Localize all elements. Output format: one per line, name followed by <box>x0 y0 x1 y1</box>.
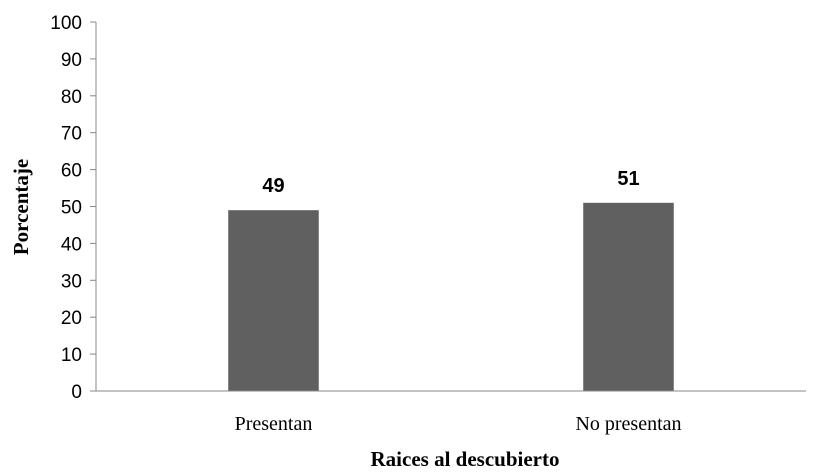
x-tick-label: Presentan <box>235 413 313 435</box>
y-tick-label: 20 <box>61 308 82 329</box>
x-axis: Presentan No presentan <box>96 390 806 435</box>
y-tick-label: 100 <box>50 13 82 34</box>
x-tick-label: No presentan <box>575 413 681 435</box>
y-tick-label: 60 <box>61 161 82 182</box>
data-label: 51 <box>617 168 639 190</box>
y-tick-label: 40 <box>61 234 82 255</box>
y-tick-label: 80 <box>61 87 82 108</box>
bar <box>583 202 674 391</box>
y-tick-label: 10 <box>61 345 82 366</box>
bars: 49 51 <box>228 168 674 391</box>
y-tick-label: 70 <box>61 124 82 145</box>
bar <box>228 210 319 391</box>
data-label: 49 <box>262 175 284 197</box>
y-tick-label: 0 <box>71 382 82 403</box>
y-tick-label: 30 <box>61 271 82 292</box>
y-tick-label: 90 <box>61 50 82 71</box>
y-tick-label: 50 <box>61 198 82 219</box>
x-axis-title: Raices al descubierto <box>371 447 560 471</box>
y-axis-title: Porcentaje <box>9 159 33 255</box>
y-axis: 0 10 20 30 40 50 60 70 80 90 100 <box>50 13 97 403</box>
